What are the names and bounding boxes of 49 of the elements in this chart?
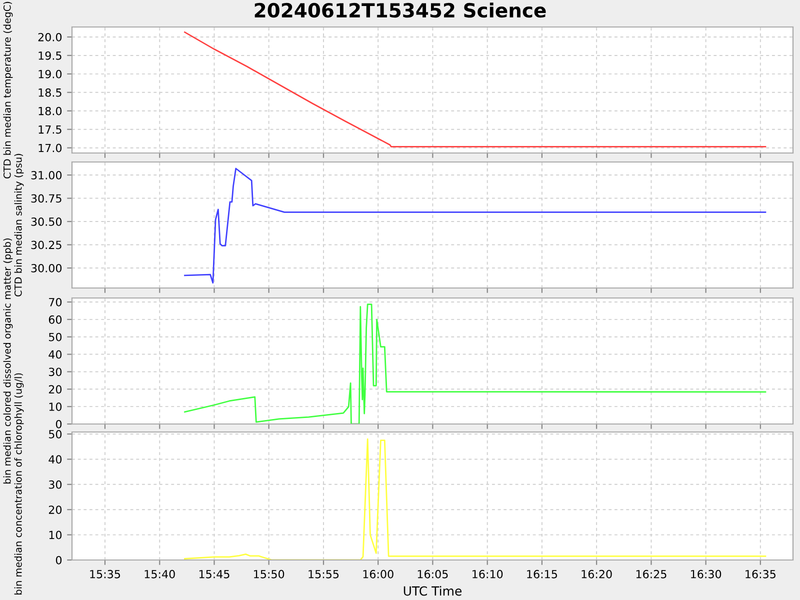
y-tick-label: 30.00 — [31, 264, 62, 272]
y-tick-label: 40 — [48, 350, 62, 359]
y-axis-title: CTD bin median salinity (psu) — [14, 154, 24, 296]
y-tick-label: 20.0 — [38, 32, 62, 42]
y-tick-label: 19.0 — [38, 70, 62, 78]
x-tick-label: 16:35 — [746, 570, 776, 578]
x-tick-label: 16:10 — [472, 570, 503, 578]
line-series — [184, 31, 766, 148]
y-tick-label: 18.5 — [38, 88, 62, 97]
chart-title: 20240612T153452 Science — [254, 2, 546, 18]
y-tick-label: 20 — [48, 385, 62, 394]
y-tick-label: 50 — [48, 332, 62, 342]
y-axis-title: bin median concentration of chlorophyll (ug/l) — [14, 373, 24, 595]
y-tick-label: 30 — [48, 480, 62, 489]
line-series — [184, 304, 766, 424]
y-tick-label: 50 — [48, 430, 62, 438]
y-tick-label: 40 — [48, 455, 62, 464]
x-tick-label: 15:45 — [199, 570, 230, 578]
y-tick-label: 30.25 — [31, 240, 62, 250]
x-axis-title: UTC Time — [404, 586, 462, 596]
x-tick-label: 15:55 — [308, 570, 339, 578]
y-tick-label: 30.50 — [31, 217, 62, 226]
x-tick-label: 15:35 — [90, 570, 120, 578]
y-tick-label: 10 — [49, 402, 62, 411]
x-tick-label: 16:30 — [691, 570, 722, 578]
y-tick-label: 17.5 — [38, 125, 62, 134]
y-tick-label: 31.00 — [31, 170, 62, 180]
x-tick-label: 16:00 — [363, 570, 394, 578]
x-tick-label: 16:25 — [636, 570, 666, 578]
y-tick-label: 19.5 — [38, 51, 62, 60]
y-tick-label: 20 — [48, 506, 62, 514]
y-tick-label: 17.0 — [38, 144, 62, 152]
x-tick-label: 15:50 — [254, 570, 284, 578]
y-tick-label: 10 — [49, 530, 62, 540]
y-tick-label: 30.75 — [31, 194, 62, 203]
y-tick-label: 70 — [49, 298, 62, 306]
line-series — [184, 168, 766, 284]
y-tick-label: 60 — [48, 315, 62, 324]
x-tick-label: 16:15 — [527, 570, 557, 578]
y-tick-label: 30 — [48, 368, 62, 376]
y-tick-label: 18.0 — [38, 106, 62, 116]
x-tick-label: 16:20 — [582, 570, 612, 578]
y-axis-title: bin median colored dissolved organic matter (ppb) — [3, 238, 13, 484]
line-series — [184, 438, 766, 560]
y-tick-label: 0 — [56, 420, 62, 428]
x-tick-label: 16:05 — [418, 570, 448, 578]
x-tick-label: 15:40 — [144, 570, 175, 578]
y-tick-label: 0 — [56, 556, 62, 564]
y-axis-title: CTD bin median temperature (degC) — [3, 2, 13, 178]
